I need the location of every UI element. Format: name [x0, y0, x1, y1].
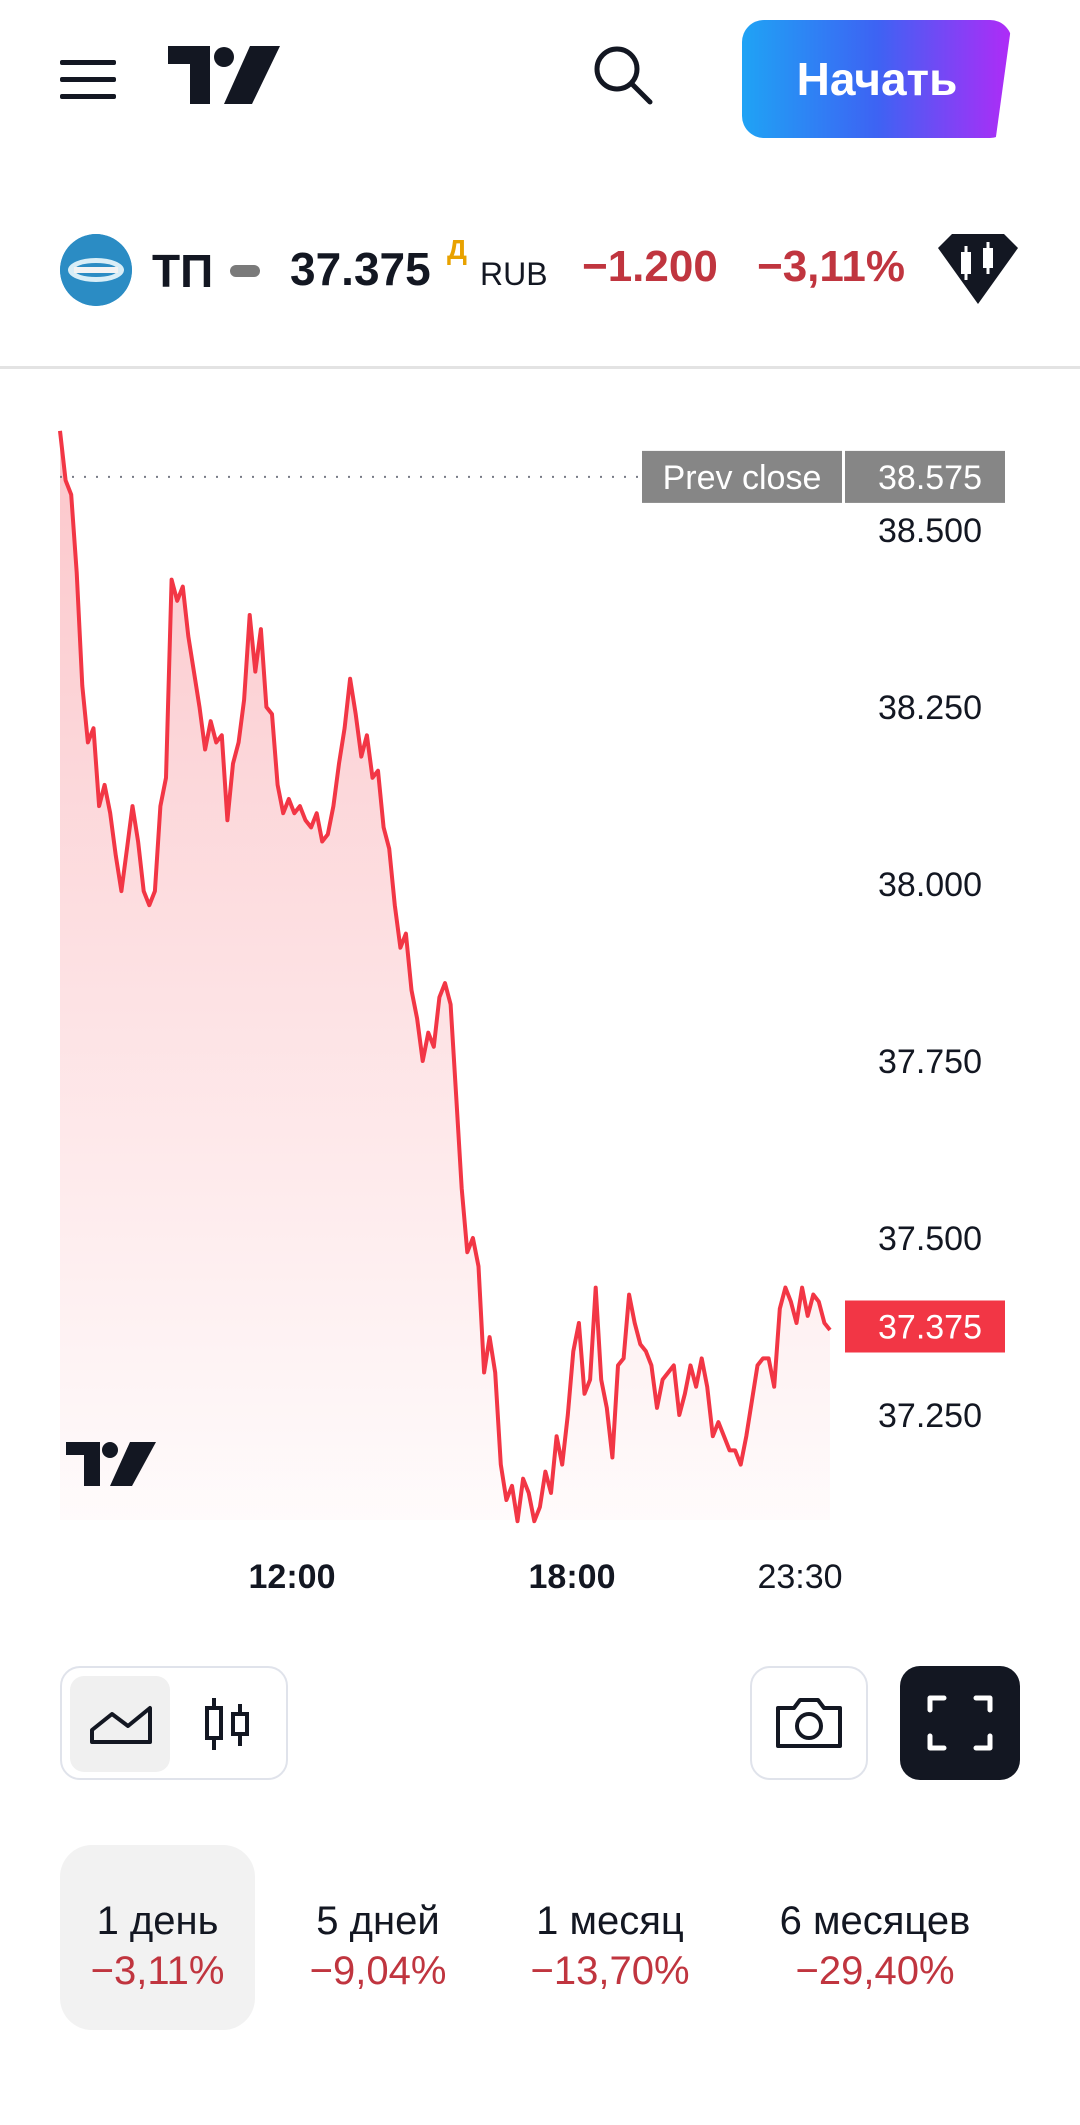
- candle-diamond-icon[interactable]: [938, 234, 1018, 306]
- chart-controls: [0, 1660, 1080, 1785]
- prev-close-label: Prev close: [663, 459, 822, 497]
- ticker-symbol[interactable]: ТП: [152, 245, 214, 297]
- last-price-label-bg: [845, 1300, 1005, 1353]
- x-axis-tick: 12:00: [249, 1558, 336, 1596]
- prev-close-value-bg: [845, 450, 1005, 503]
- x-axis-tick: 18:00: [529, 1558, 616, 1596]
- y-axis-tick: 38.500: [878, 512, 982, 550]
- tradingview-logo[interactable]: [168, 46, 280, 104]
- prev-close-value: 38.575: [878, 459, 982, 497]
- chart-style-switch: [60, 1666, 288, 1780]
- period-change: −3,11%: [90, 1949, 225, 1993]
- camera-icon: [776, 1698, 842, 1748]
- period-change: −13,70%: [530, 1949, 690, 1993]
- price-change: −1.200: [582, 242, 718, 291]
- y-axis-tick: 37.500: [878, 1220, 982, 1258]
- price-delay-mark: Д: [447, 234, 467, 265]
- fullscreen-icon: [927, 1695, 993, 1751]
- chart-canvas[interactable]: Prev close 38.575 38.500 38.250 38.000 37.75…: [0, 400, 1080, 1600]
- period-label: 5 дней: [316, 1899, 440, 1943]
- period-label: 6 месяцев: [779, 1899, 971, 1943]
- currency: RUB: [480, 256, 548, 292]
- y-axis-tick: 37.250: [878, 1397, 982, 1435]
- quote-header: ТП 37.375 Д RUB −1.200 −3,11%: [0, 232, 1080, 312]
- candle-style-button[interactable]: [178, 1676, 278, 1772]
- candlestick-icon: [205, 1698, 249, 1750]
- price-change-percent: −3,11%: [757, 242, 906, 291]
- period-label: 1 день: [96, 1899, 219, 1943]
- period-label: 1 месяц: [536, 1899, 684, 1943]
- period-5d[interactable]: 5 дней −9,04%: [278, 1845, 478, 2030]
- last-price-label: 37.375: [878, 1309, 982, 1347]
- start-button[interactable]: Начать: [742, 20, 1012, 138]
- y-axis-tick: 38.000: [878, 866, 982, 904]
- top-bar: Начать: [0, 0, 1080, 160]
- period-change: −9,04%: [309, 1949, 447, 1993]
- period-6m[interactable]: 6 месяцев −29,40%: [745, 1845, 1005, 2030]
- y-axis-tick: 37.750: [878, 1043, 982, 1081]
- price-chart[interactable]: Prev close 38.575 38.500 38.250 38.000 37.75…: [0, 400, 1080, 1600]
- snapshot-button[interactable]: [750, 1666, 868, 1780]
- menu-icon[interactable]: [60, 60, 116, 100]
- fullscreen-button[interactable]: [900, 1666, 1020, 1780]
- last-price: 37.375: [290, 243, 431, 295]
- period-1d[interactable]: 1 день −3,11%: [60, 1845, 255, 2030]
- period-change: −29,40%: [795, 1949, 955, 1993]
- area-style-button[interactable]: [70, 1676, 170, 1772]
- x-axis-tick: 23:30: [757, 1558, 842, 1596]
- y-axis-tick: 38.250: [878, 689, 982, 727]
- header-divider: [0, 366, 1080, 369]
- search-icon[interactable]: [590, 42, 654, 106]
- period-1m[interactable]: 1 месяц −13,70%: [500, 1845, 720, 2030]
- period-selector: 1 день −3,11% 5 дней −9,04% 1 месяц −13,…: [0, 1845, 1080, 2030]
- price-area-fill: [60, 430, 830, 1522]
- chart-watermark-logo: [66, 1442, 156, 1486]
- company-logo[interactable]: [60, 234, 132, 306]
- price-line: [58, 430, 832, 1524]
- area-chart-icon: [90, 1706, 152, 1744]
- prev-close-label-bg: [642, 450, 842, 503]
- market-status-dash: [230, 265, 260, 277]
